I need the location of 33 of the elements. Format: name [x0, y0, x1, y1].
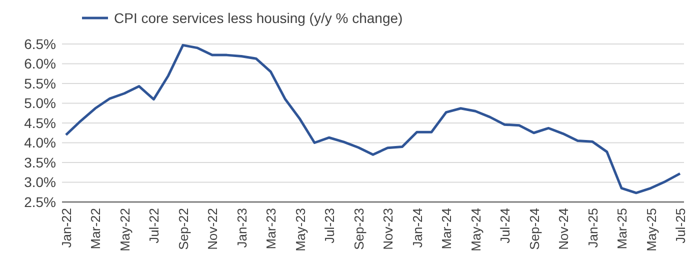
legend-label: CPI core services less housing (y/y % change) [114, 10, 403, 26]
x-tick-label: Sep-24 [526, 208, 542, 250]
line-series [64, 44, 682, 194]
x-tick-label: Sep-22 [176, 208, 191, 250]
y-tick-label: 2.5% [24, 194, 56, 210]
y-tick-label: 4.5% [24, 114, 56, 131]
x-tick-label: Mar-25 [614, 208, 630, 250]
x-tick-label: May-23 [292, 208, 308, 252]
x-tick-label: Jan-24 [410, 208, 425, 248]
x-tick-label: Jul-23 [322, 208, 338, 244]
y-tick-label: 4.0% [24, 134, 56, 151]
x-tick-label: Jul-22 [146, 208, 162, 244]
x-tick-label: Nov-23 [380, 208, 396, 250]
x-tick-label: Jul-24 [498, 208, 513, 244]
x-tick-label: May-25 [644, 208, 659, 252]
x-tick-label: May-22 [117, 208, 132, 252]
x-tick-label: Nov-22 [205, 208, 220, 250]
x-tick-label: Mar-24 [439, 208, 454, 250]
x-tick-label: Nov-24 [556, 208, 572, 250]
y-tick-label: 5.0% [24, 95, 56, 112]
y-tick-label: 3.0% [24, 174, 56, 190]
x-tick-label: May-24 [468, 208, 484, 252]
y-tick-label: 3.5% [24, 154, 56, 170]
y-tick-label: 5.5% [24, 75, 56, 92]
x-tick-label: Jan-22 [59, 208, 74, 248]
x-tick-label: Mar-22 [88, 208, 104, 250]
x-tick-label: Jan-23 [234, 208, 250, 248]
y-tick-label: 6.0% [24, 56, 56, 72]
x-tick-label: Jul-25 [673, 208, 688, 244]
y-tick-label: 6.5% [24, 36, 56, 52]
x-tick-label: Sep-23 [351, 208, 366, 250]
x-tick-label: Mar-23 [264, 208, 279, 250]
x-tick-label: Jan-25 [585, 208, 600, 248]
